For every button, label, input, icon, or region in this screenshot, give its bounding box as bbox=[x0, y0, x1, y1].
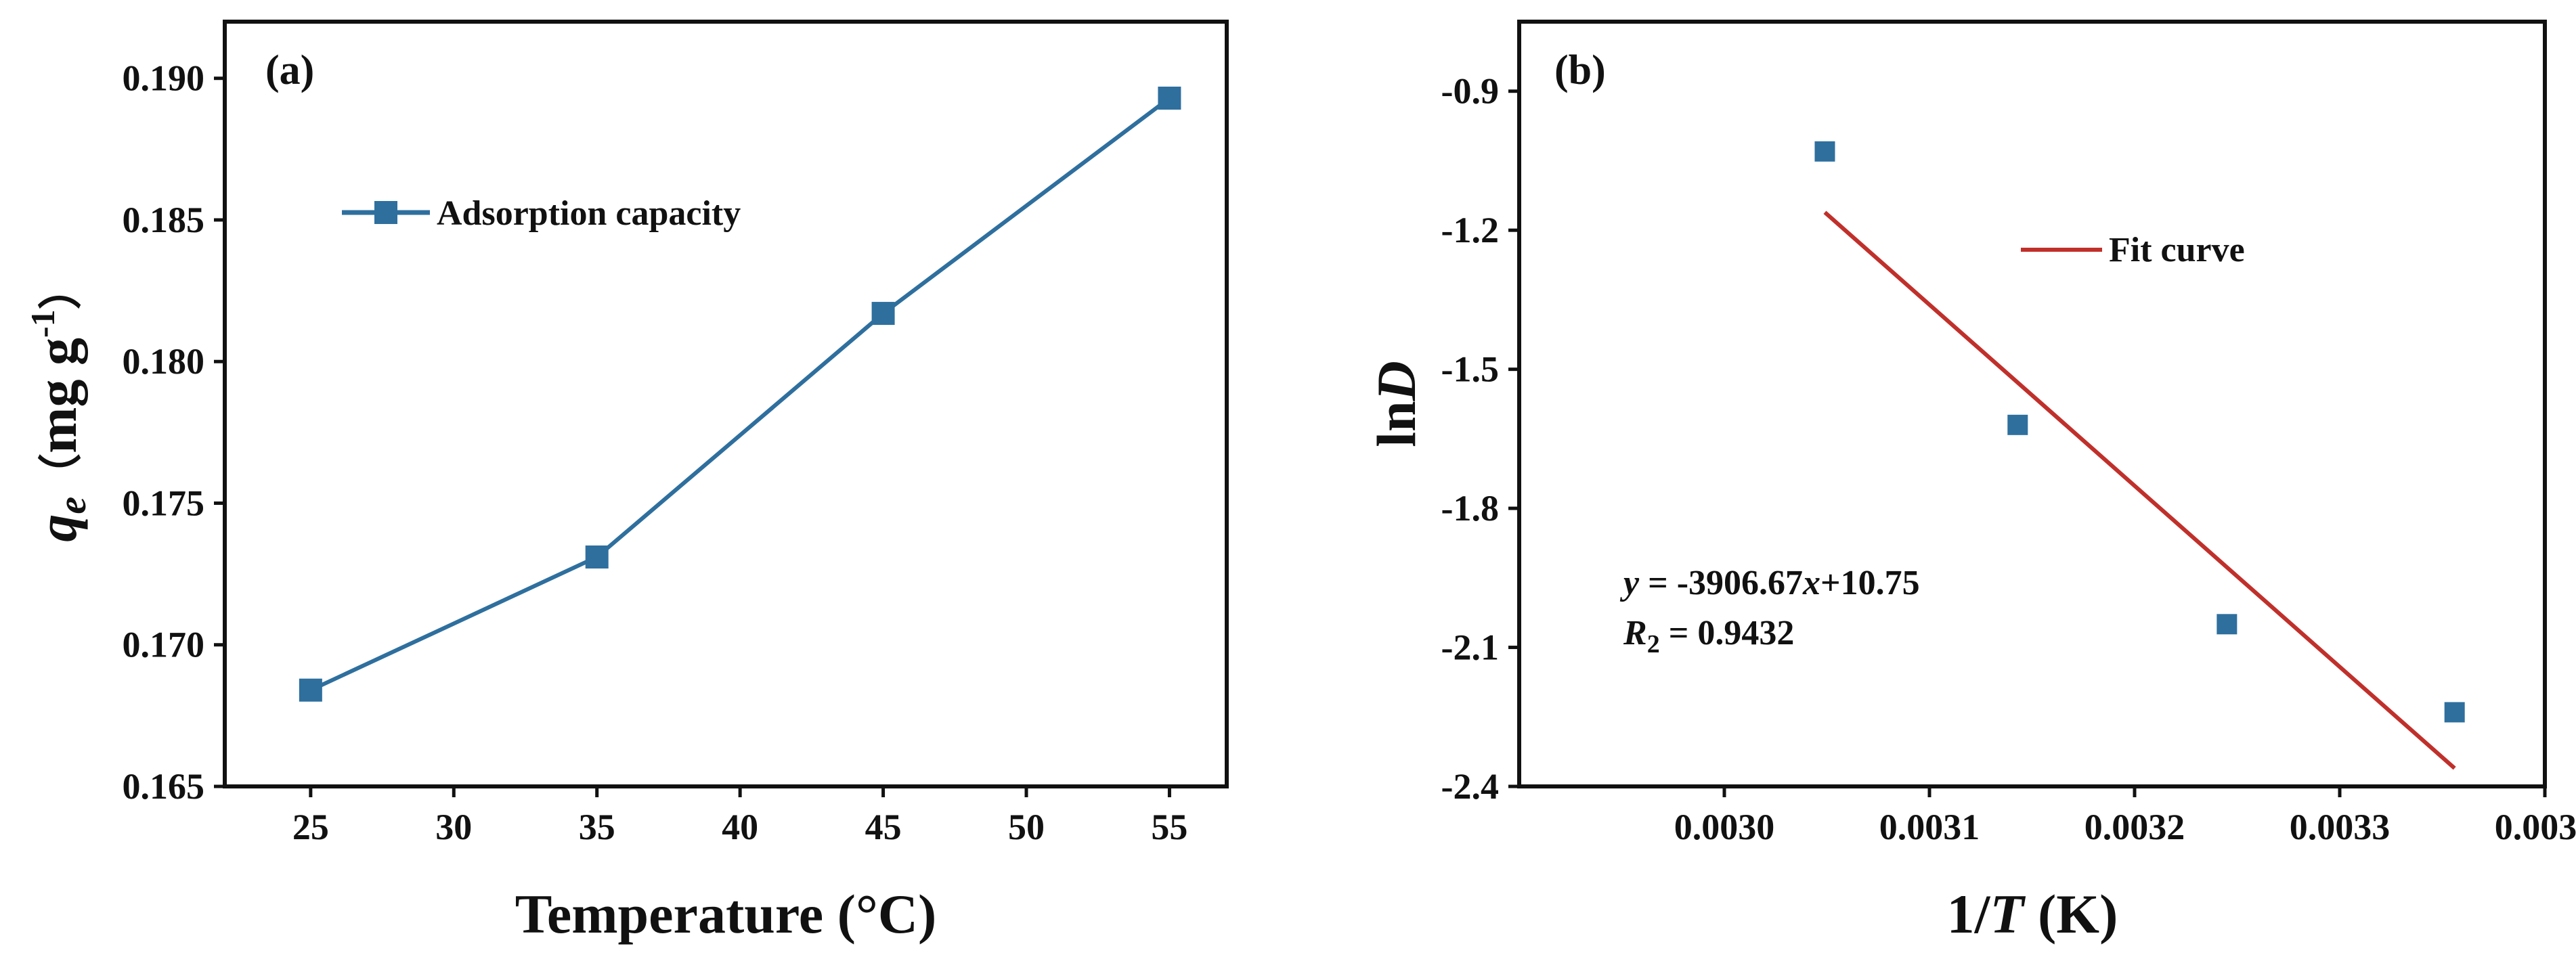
x-tick-label: 0.0032 bbox=[2084, 807, 2185, 847]
data-point bbox=[1158, 87, 1181, 110]
panel-a-legend-marker bbox=[374, 201, 397, 224]
data-point bbox=[871, 302, 895, 326]
data-point bbox=[1814, 141, 1835, 162]
y-tick-label: -1.2 bbox=[1441, 210, 1499, 250]
x-tick-label: 0.0031 bbox=[1879, 807, 1980, 847]
panel-a-y-label-sub: e bbox=[50, 497, 94, 514]
x-tick-label: 45 bbox=[865, 807, 902, 847]
panel-b-x-axis-label: 1/T (K) bbox=[1947, 883, 2118, 945]
data-point bbox=[299, 678, 322, 702]
y-tick-label: -2.1 bbox=[1441, 627, 1499, 668]
x-tick-label: 0.0030 bbox=[1674, 807, 1775, 847]
panel-a-frame bbox=[223, 20, 1229, 788]
panel-a-y-label-close: ） bbox=[37, 266, 85, 309]
y-tick-label: 0.190 bbox=[123, 58, 205, 99]
panel-a-y-label-open: （ bbox=[37, 453, 85, 497]
panel-a-x-axis-label: Temperature (°C) bbox=[515, 883, 937, 945]
series-line-adsorption-capacity bbox=[309, 96, 1171, 692]
x-tick-label: 0.0034 bbox=[2495, 807, 2576, 847]
y-tick-label: 0.185 bbox=[123, 200, 205, 240]
y-tick-label: 0.170 bbox=[123, 625, 205, 665]
panel-a: 25 30 35 40 45 50 55 0.165 0.170 0.175 0.180 0.185… bbox=[24, 20, 1229, 945]
panel-b-label: (b) bbox=[1554, 47, 1606, 93]
data-point bbox=[2217, 614, 2237, 635]
y-tick-label: 0.175 bbox=[123, 483, 205, 523]
data-point bbox=[2007, 414, 2028, 435]
x-tick-label: 0.0033 bbox=[2290, 807, 2391, 847]
fit-equation: y = -3906.67x+10.75 bbox=[1619, 564, 1920, 602]
fit-r-squared: R2 = 0.9432 bbox=[1623, 614, 1794, 659]
panel-a-label: (a) bbox=[265, 47, 314, 93]
x-tick-label: 35 bbox=[579, 807, 615, 847]
panel-a-y-label-unit: mg g bbox=[26, 338, 88, 453]
panel-b-marks bbox=[1814, 141, 2465, 770]
panel-b-legend-label: Fit curve bbox=[2109, 231, 2245, 269]
data-point bbox=[2444, 702, 2465, 723]
y-tick-label: 0.165 bbox=[123, 766, 205, 807]
panel-a-legend-label: Adsorption capacity bbox=[437, 194, 741, 233]
panel-a-x-ticks: 25 30 35 40 45 50 55 bbox=[292, 786, 1187, 847]
panel-a-y-ticks: 0.165 0.170 0.175 0.180 0.185 0.190 bbox=[123, 58, 225, 807]
y-tick-label: -2.4 bbox=[1441, 766, 1499, 807]
x-tick-label: 50 bbox=[1008, 807, 1045, 847]
fit-curve-line bbox=[1823, 210, 2456, 770]
panel-a-y-axis-label: qe（mg g-1） bbox=[24, 266, 94, 541]
panel-a-marks bbox=[299, 87, 1181, 702]
data-point bbox=[585, 545, 609, 568]
panel-b-y-axis-label: lnD bbox=[1366, 361, 1427, 447]
x-tick-label: 30 bbox=[435, 807, 472, 847]
y-tick-label: -1.5 bbox=[1441, 349, 1499, 390]
panel-b-frame bbox=[1517, 20, 2547, 788]
panel-a-y-label-sup: -1 bbox=[24, 309, 62, 338]
x-tick-label: 40 bbox=[722, 807, 758, 847]
panel-a-y-label-var: q bbox=[26, 514, 88, 542]
x-tick-label: 55 bbox=[1151, 807, 1187, 847]
y-tick-label: -1.8 bbox=[1441, 488, 1499, 529]
y-tick-label: -0.9 bbox=[1441, 71, 1499, 112]
y-tick-label: 0.180 bbox=[123, 341, 205, 382]
panel-b-y-ticks: -2.4 -2.1 -1.8 -1.5 -1.2 -0.9 bbox=[1441, 71, 1519, 807]
panel-b-x-ticks: 0.0030 0.0031 0.0032 0.0033 0.0034 bbox=[1674, 786, 2576, 847]
x-tick-label: 25 bbox=[292, 807, 329, 847]
